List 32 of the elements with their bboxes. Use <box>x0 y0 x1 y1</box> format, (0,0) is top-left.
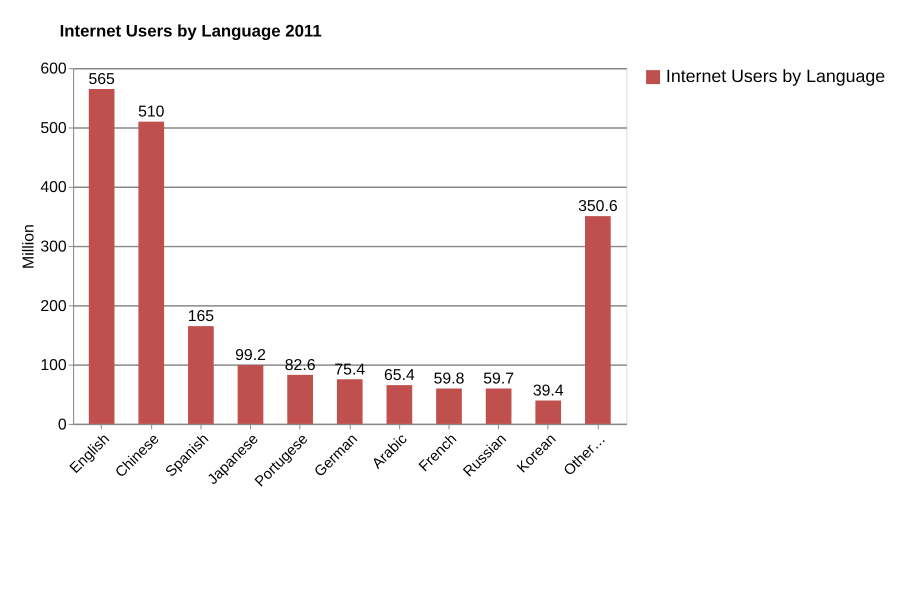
data-label: 510 <box>138 104 165 121</box>
bar <box>188 326 214 424</box>
bar <box>336 379 363 424</box>
data-label: 65.4 <box>384 367 415 384</box>
y-tick-label: 600 <box>40 60 67 78</box>
legend-label: Internet Users by Language <box>666 66 886 86</box>
y-tick-label: 100 <box>40 357 67 374</box>
bar <box>138 122 164 424</box>
bar <box>535 400 562 424</box>
data-label: 82.6 <box>284 356 316 374</box>
y-tick-label: 300 <box>40 238 67 256</box>
bar <box>436 388 462 424</box>
bar <box>386 385 412 424</box>
y-tick-label: 400 <box>40 179 67 196</box>
data-label: 75.4 <box>334 361 366 378</box>
bar <box>238 365 264 424</box>
data-label: 59.8 <box>434 370 465 388</box>
data-label: 165 <box>188 308 214 326</box>
y-axis-title: Million <box>20 224 38 269</box>
bar <box>585 216 611 424</box>
data-label: 39.4 <box>532 382 564 400</box>
y-tick-label: 500 <box>40 120 67 137</box>
data-label: 565 <box>88 71 116 88</box>
y-tick-label: 0 <box>58 416 67 434</box>
data-label: 350.6 <box>578 198 618 216</box>
data-label: 99.2 <box>235 347 266 364</box>
bar <box>486 388 512 424</box>
bar <box>287 374 313 424</box>
bar <box>88 88 114 424</box>
y-tick-label: 200 <box>40 298 67 315</box>
data-label: 59.7 <box>483 370 514 388</box>
chart-title: Internet Users by Language 2011 <box>60 22 322 41</box>
